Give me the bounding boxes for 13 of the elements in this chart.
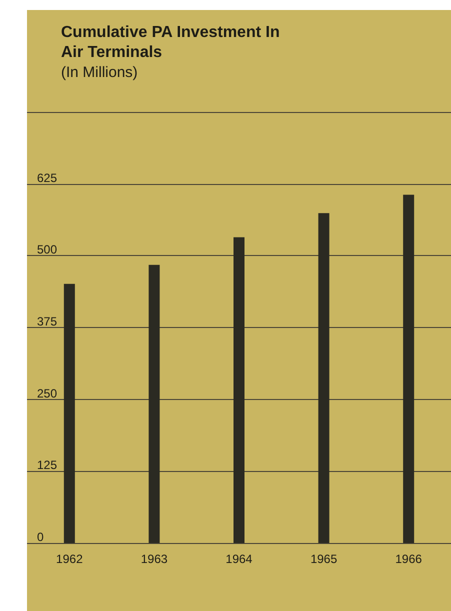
- chart-title: Cumulative PA Investment In Air Terminals: [61, 23, 281, 63]
- y-tick-label: 0: [37, 530, 44, 544]
- x-tick-label: 1965: [310, 552, 338, 566]
- chart-subtitle: (In Millions): [61, 64, 138, 81]
- y-tick-label: 625: [37, 170, 58, 185]
- y-tick-label: 375: [37, 314, 58, 328]
- y-tick-label: 500: [37, 242, 58, 257]
- x-tick-label: 1962: [56, 552, 84, 566]
- y-tick-label: 125: [37, 458, 58, 472]
- x-tick-label: 1964: [226, 552, 253, 566]
- x-tick-label: 1963: [140, 552, 168, 566]
- x-tick-label: 1966: [395, 552, 422, 566]
- y-tick-label: 250: [37, 386, 58, 400]
